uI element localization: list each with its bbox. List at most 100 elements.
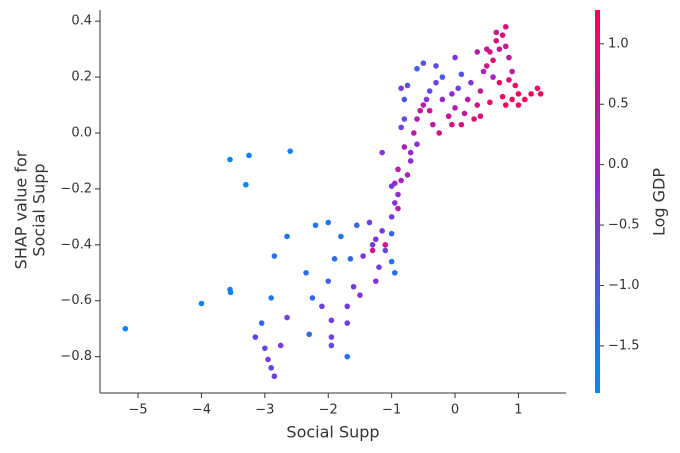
point — [515, 102, 522, 108]
point — [471, 116, 477, 122]
point — [528, 91, 534, 97]
point — [284, 233, 290, 240]
point — [433, 63, 439, 69]
point — [483, 63, 490, 69]
point — [398, 85, 404, 92]
point — [430, 121, 436, 128]
point — [372, 278, 379, 284]
point — [398, 177, 404, 184]
point — [490, 74, 496, 80]
colorbar-label: Log GDP — [650, 168, 669, 236]
point — [509, 68, 515, 75]
point — [388, 183, 395, 189]
point — [477, 88, 484, 94]
y-axis-label: Social Supp — [30, 163, 49, 256]
point — [439, 96, 446, 103]
point — [420, 60, 427, 66]
point — [401, 144, 408, 150]
point — [449, 91, 455, 97]
point — [436, 130, 442, 136]
point — [411, 130, 417, 136]
point — [458, 71, 465, 78]
point — [284, 314, 290, 321]
point — [407, 158, 414, 164]
point — [521, 96, 528, 103]
point — [388, 230, 395, 237]
colorbar-tick-label: 0.0 — [608, 157, 629, 172]
point — [461, 110, 468, 117]
point — [496, 46, 503, 52]
colorbar-tick-label: −1.0 — [608, 278, 640, 293]
point — [344, 320, 351, 326]
point — [502, 43, 509, 50]
point — [401, 96, 408, 103]
point — [388, 214, 395, 220]
point — [515, 91, 522, 97]
x-tick-label: −2 — [319, 403, 338, 418]
point — [388, 258, 395, 265]
x-tick-label: −4 — [192, 403, 211, 418]
point — [439, 74, 446, 80]
point — [407, 149, 414, 156]
point — [458, 121, 465, 128]
point — [328, 334, 335, 340]
x-tick-label: −3 — [255, 403, 274, 418]
point — [512, 82, 519, 89]
point — [537, 91, 544, 97]
colorbar — [595, 10, 600, 393]
y-tick-label: −0.2 — [60, 181, 92, 196]
point — [366, 219, 373, 226]
colorbar-tick-label: 1.0 — [608, 36, 629, 51]
point — [369, 242, 376, 248]
point — [502, 23, 509, 30]
point — [468, 79, 474, 86]
point — [449, 121, 455, 128]
point — [338, 233, 344, 240]
point — [303, 269, 309, 276]
point — [122, 325, 129, 332]
point — [398, 124, 404, 131]
point — [452, 105, 458, 111]
point — [328, 317, 335, 324]
point — [414, 65, 420, 72]
point — [227, 156, 233, 163]
point — [353, 222, 360, 229]
point — [287, 148, 294, 154]
point — [258, 320, 265, 326]
point — [331, 256, 338, 262]
x-tick-label: 1 — [514, 403, 522, 418]
y-tick-label: −0.8 — [60, 349, 92, 364]
point — [493, 37, 500, 44]
x-tick-label: −5 — [128, 403, 147, 418]
point — [372, 236, 379, 243]
point — [414, 116, 420, 122]
point — [455, 85, 462, 92]
point — [252, 334, 259, 340]
point — [474, 49, 481, 55]
y-tick-label: −0.6 — [60, 293, 92, 308]
point — [506, 54, 512, 61]
point — [452, 54, 458, 61]
point — [392, 200, 398, 206]
point — [420, 102, 427, 108]
point — [344, 303, 351, 310]
point — [395, 191, 401, 198]
colorbar-tick-label: −0.5 — [608, 218, 640, 233]
point — [325, 219, 332, 226]
point — [404, 82, 411, 89]
point — [243, 181, 249, 188]
point — [534, 85, 541, 92]
point — [483, 46, 490, 52]
point — [499, 32, 506, 38]
point — [499, 93, 506, 100]
point — [379, 228, 385, 234]
point — [480, 68, 487, 75]
point — [423, 96, 430, 103]
point — [325, 278, 332, 284]
point — [376, 264, 382, 270]
colorbar-tick-label: −1.5 — [608, 338, 640, 353]
point — [379, 149, 385, 156]
point — [271, 253, 278, 259]
point — [347, 256, 354, 262]
